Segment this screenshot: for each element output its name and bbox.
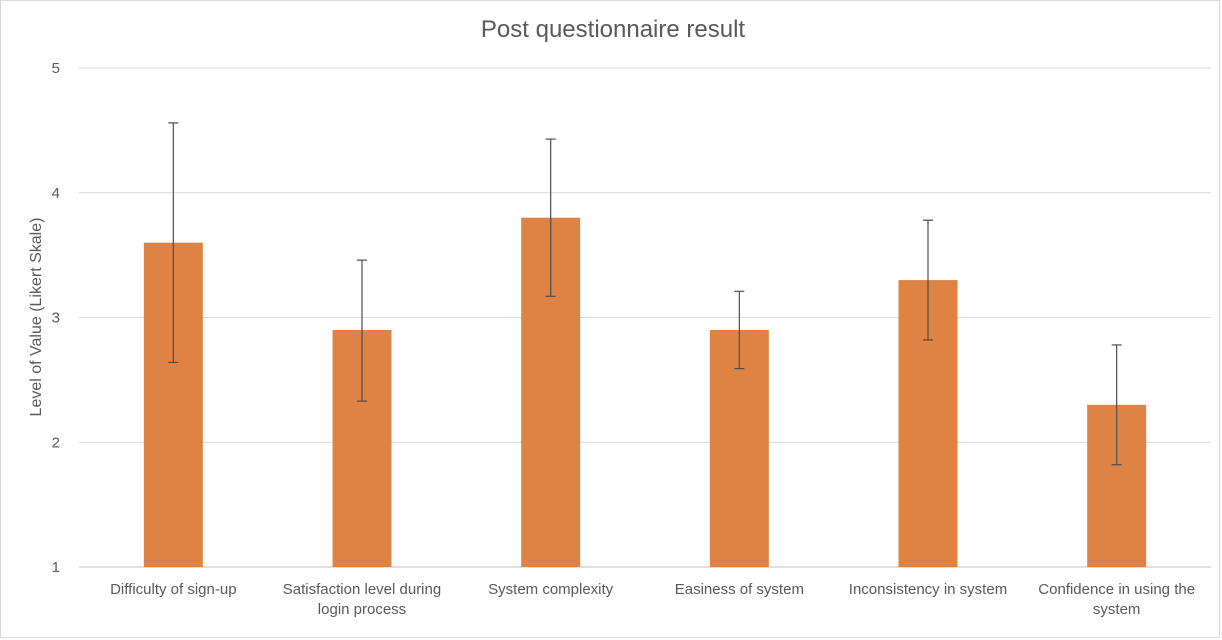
category-label-line: Inconsistency in system bbox=[849, 581, 1007, 598]
error-bar bbox=[923, 219, 933, 341]
category-label: Inconsistency in system bbox=[849, 581, 1007, 598]
category-label-line: Satisfaction level during bbox=[283, 581, 441, 598]
category-label: Confidence in using the system bbox=[1038, 581, 1195, 618]
category-label-line: System complexity bbox=[488, 581, 614, 598]
category-label: Difficulty of sign-up bbox=[110, 581, 236, 598]
y-tick-label: 5 bbox=[52, 60, 60, 77]
y-tick-label: 4 bbox=[52, 185, 60, 202]
error-bar bbox=[357, 259, 367, 402]
bars bbox=[143, 217, 1147, 567]
y-tick-label: 2 bbox=[52, 434, 60, 451]
y-axis-ticks: 1 2 3 4 5 bbox=[52, 60, 60, 576]
chart-title: Post questionnaire result bbox=[481, 16, 745, 43]
error-bar bbox=[545, 138, 556, 297]
y-tick-label: 3 bbox=[52, 310, 60, 327]
error-bar bbox=[1111, 344, 1122, 466]
y-axis-title: Level of Value (Likert Skale) bbox=[28, 218, 45, 417]
category-label-line: login process bbox=[318, 601, 406, 618]
gridlines bbox=[79, 67, 1211, 568]
category-label-line: system bbox=[1093, 601, 1141, 618]
category-label-line: Easiness of system bbox=[675, 581, 804, 598]
error-bar bbox=[734, 290, 745, 370]
category-label: System complexity bbox=[488, 581, 614, 598]
category-label-line: Confidence in using the bbox=[1038, 581, 1195, 598]
category-label-line: Difficulty of sign-up bbox=[110, 581, 236, 598]
y-tick-label: 1 bbox=[52, 559, 60, 576]
category-label: Satisfaction level during login process bbox=[283, 581, 441, 618]
x-axis-labels: Difficulty of sign-up Satisfaction level … bbox=[110, 581, 1195, 618]
error-bar bbox=[168, 122, 179, 364]
category-label: Easiness of system bbox=[675, 581, 804, 598]
bar bbox=[709, 329, 769, 567]
error-bars bbox=[168, 122, 1122, 466]
